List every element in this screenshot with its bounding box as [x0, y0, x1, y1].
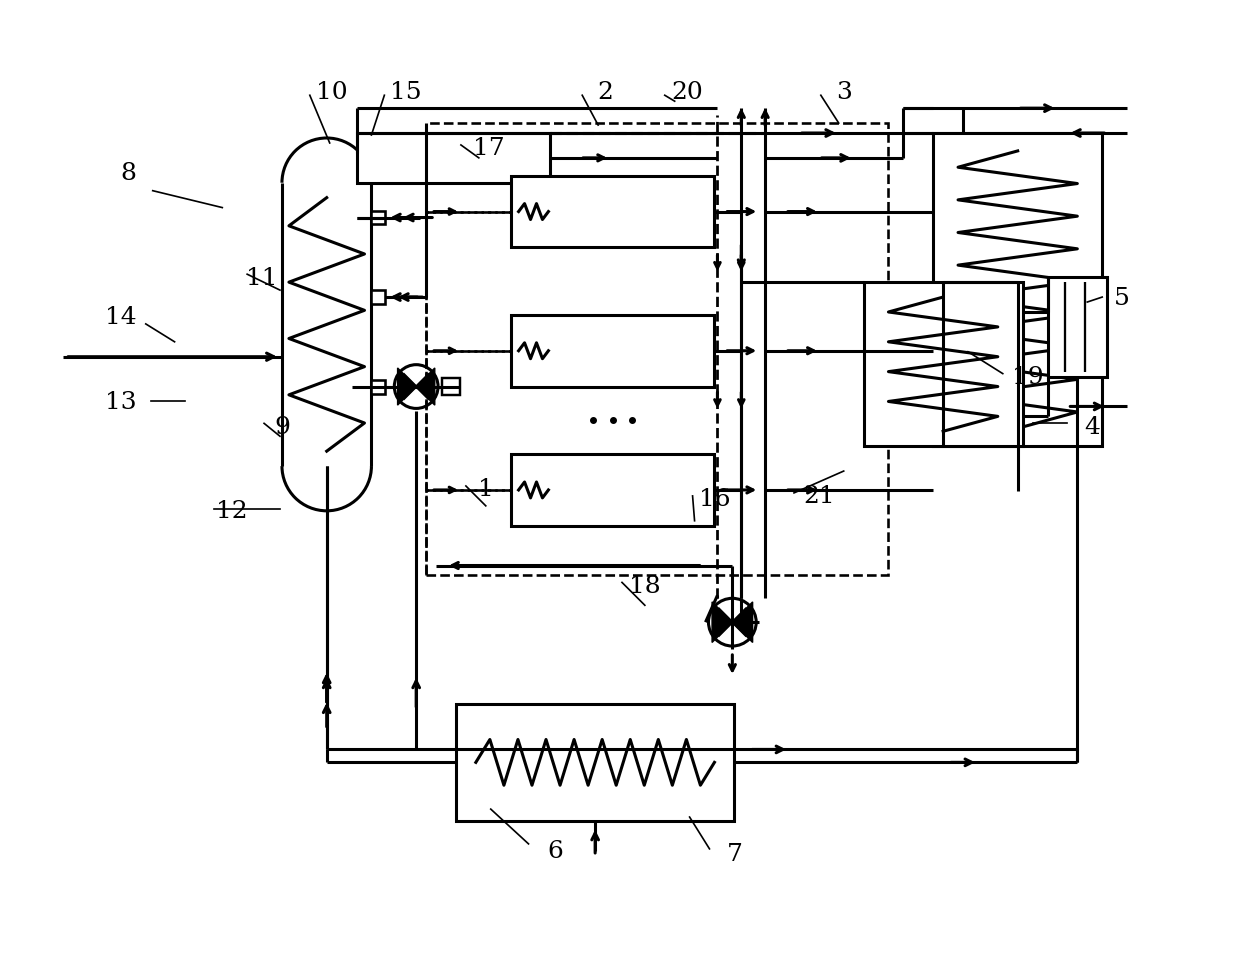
- Text: 7: 7: [727, 843, 743, 866]
- Bar: [372, 291, 386, 305]
- Polygon shape: [398, 369, 417, 406]
- Text: 14: 14: [105, 307, 136, 329]
- Bar: [372, 211, 386, 225]
- Text: 13: 13: [105, 390, 136, 413]
- Text: 19: 19: [1012, 366, 1043, 388]
- Text: 8: 8: [120, 162, 136, 185]
- Text: 15: 15: [391, 81, 422, 104]
- Polygon shape: [417, 369, 435, 406]
- Text: 3: 3: [836, 81, 852, 104]
- Bar: [372, 381, 386, 394]
- Text: 20: 20: [672, 81, 703, 104]
- Bar: [357, 134, 551, 184]
- Bar: [511, 315, 714, 387]
- Text: 2: 2: [598, 81, 613, 104]
- Text: 21: 21: [804, 485, 835, 507]
- Bar: [511, 177, 714, 248]
- Text: 12: 12: [217, 500, 248, 523]
- Text: 10: 10: [316, 81, 347, 104]
- Text: 4: 4: [1084, 415, 1100, 438]
- Text: 16: 16: [698, 488, 730, 511]
- Text: 6: 6: [547, 840, 563, 862]
- Text: 17: 17: [472, 137, 505, 160]
- Bar: [456, 704, 734, 821]
- Text: 1: 1: [477, 478, 494, 501]
- Bar: [441, 379, 460, 396]
- Text: 18: 18: [629, 575, 661, 598]
- Text: 5: 5: [1115, 286, 1130, 309]
- Text: 11: 11: [247, 266, 278, 289]
- Bar: [511, 455, 714, 527]
- Polygon shape: [733, 603, 753, 643]
- Bar: [427, 124, 888, 576]
- Bar: [1048, 278, 1107, 378]
- Bar: [863, 283, 1023, 447]
- Text: 9: 9: [274, 415, 290, 438]
- Bar: [934, 134, 1102, 447]
- Polygon shape: [712, 603, 733, 643]
